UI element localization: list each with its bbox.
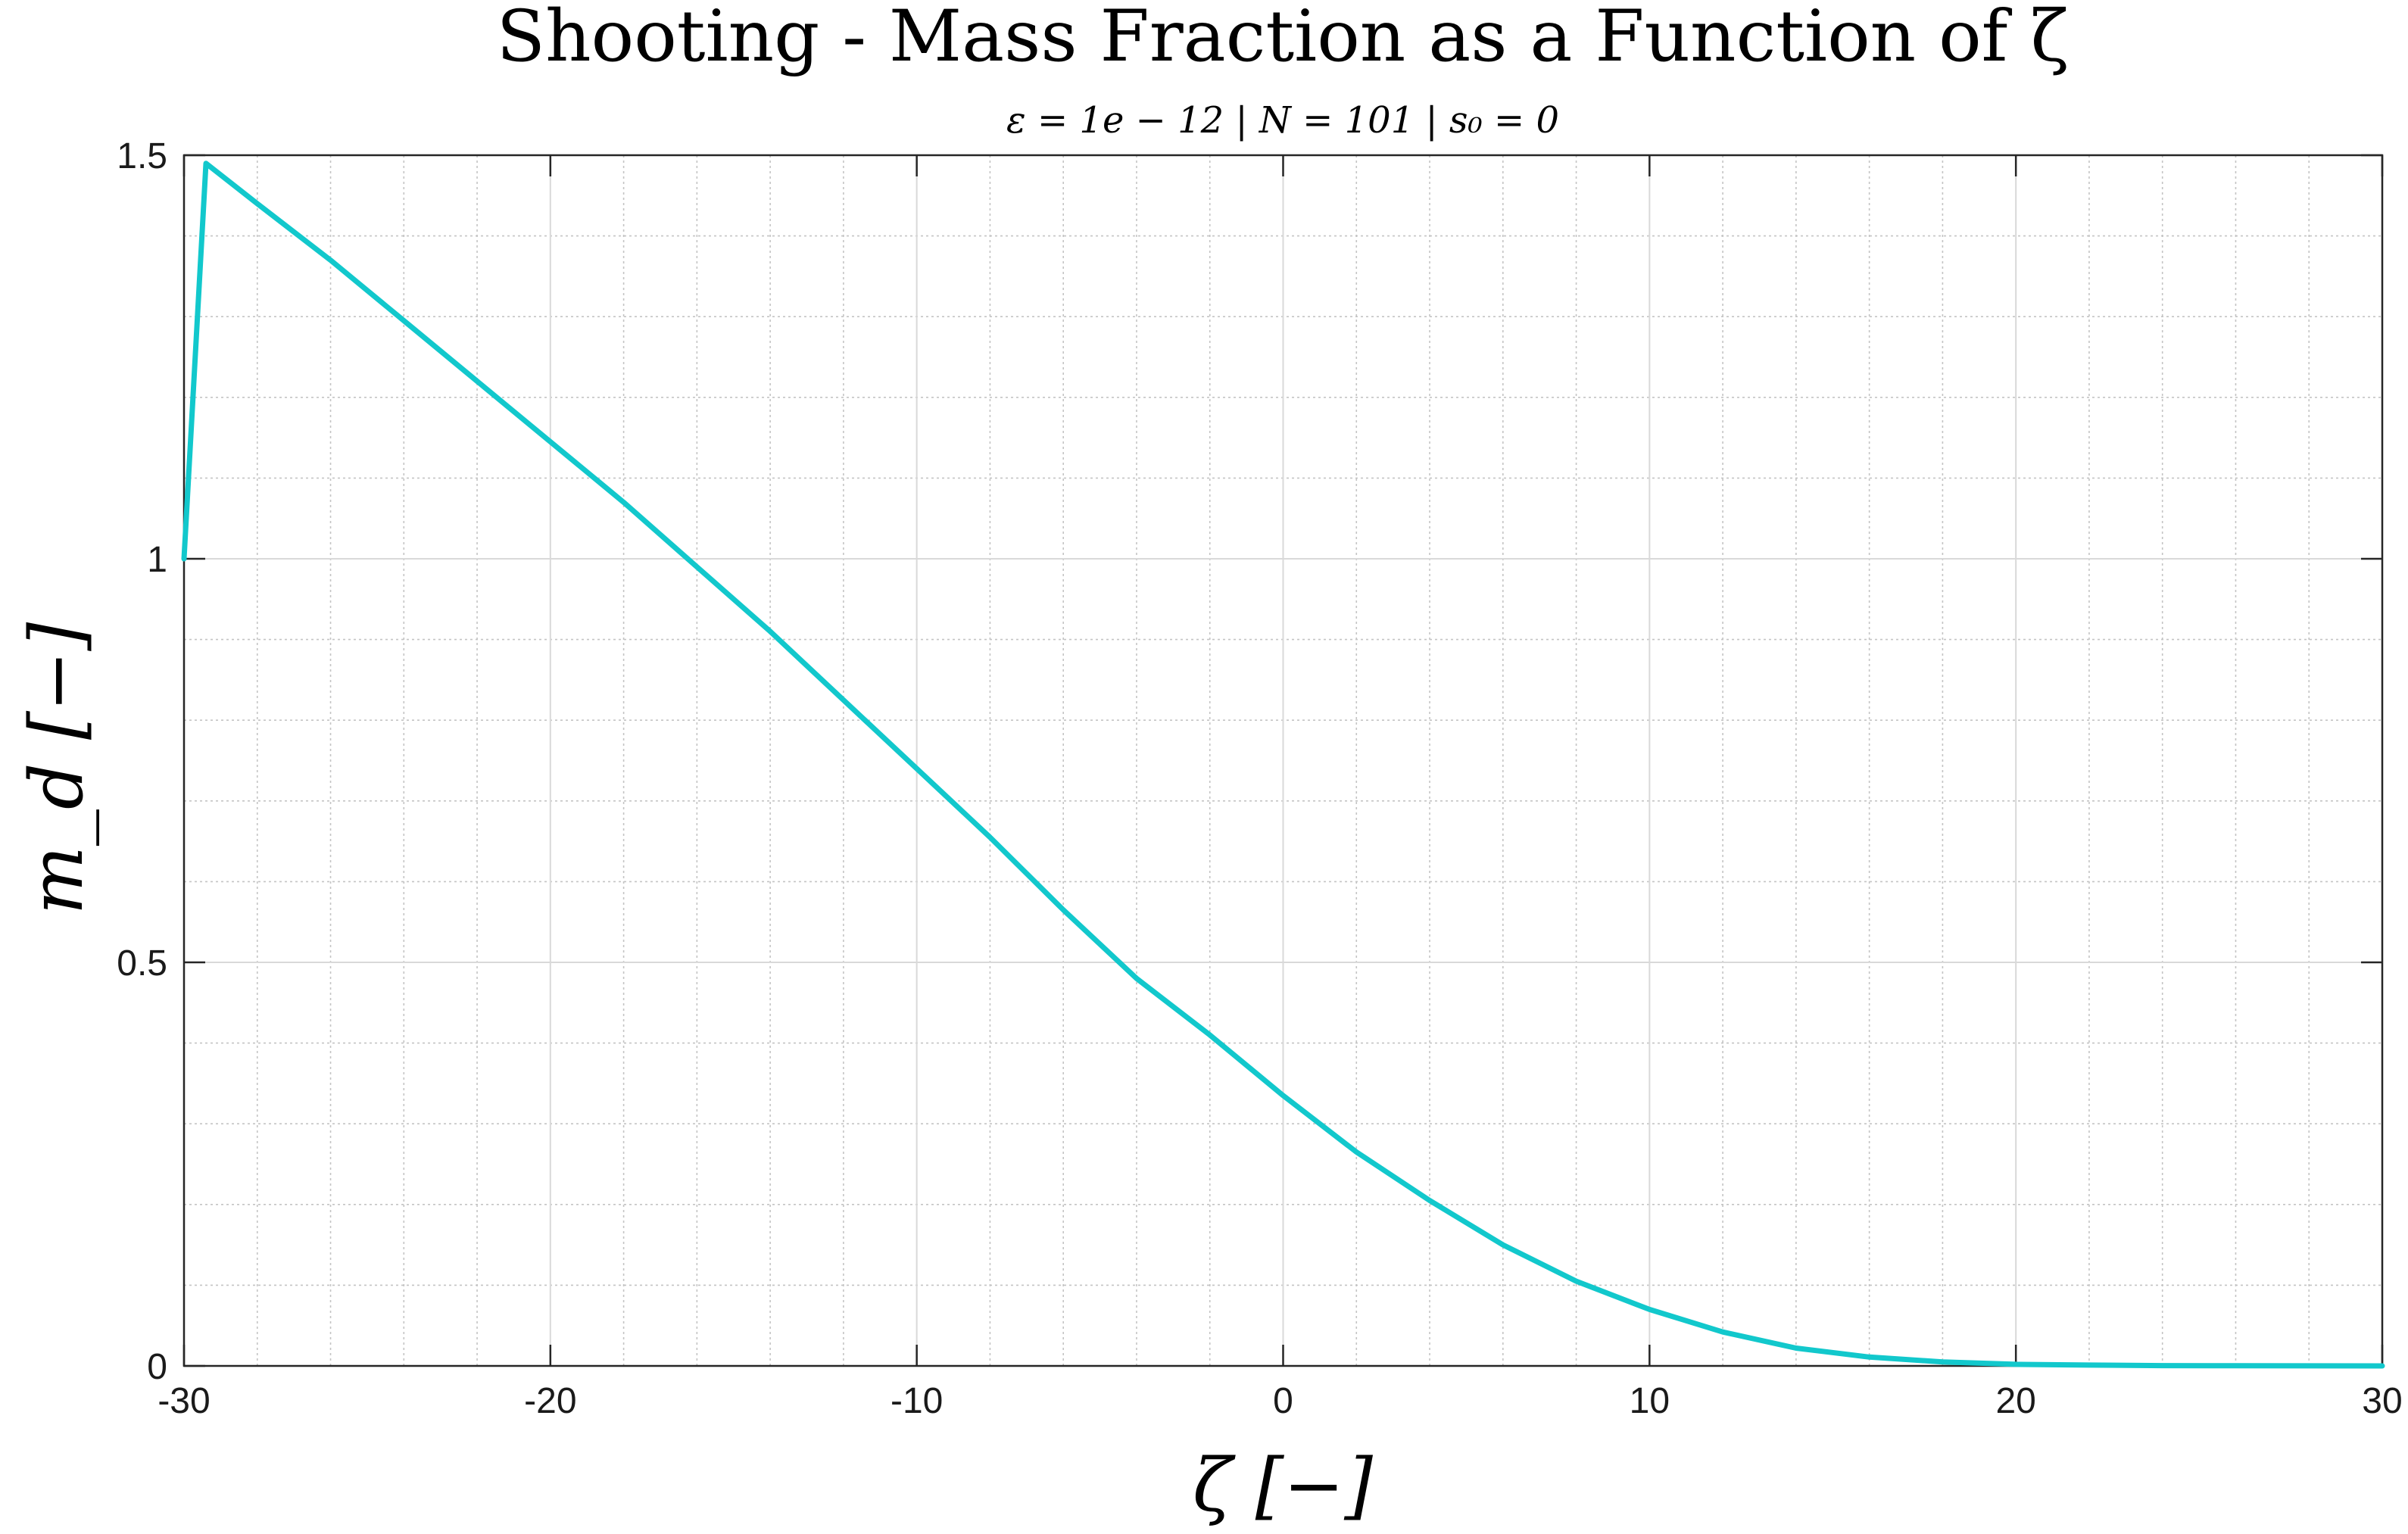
chart-subtitle: ε = 1e − 12 | N = 101 | s₀ = 0 — [1006, 99, 1559, 142]
y-tick-label: 0 — [147, 1347, 167, 1387]
major-grid — [184, 155, 2382, 1366]
y-tick-labels: 0 0.5 1 1.5 — [117, 136, 167, 1387]
x-tick-label: 20 — [1995, 1381, 2035, 1421]
y-axis-label: m_d [−] — [14, 622, 99, 915]
x-tick-label: -10 — [891, 1381, 943, 1421]
y-tick-label: 0.5 — [117, 943, 167, 984]
x-tick-label: 30 — [2362, 1381, 2402, 1421]
x-tick-label: -20 — [524, 1381, 576, 1421]
x-tick-label: -30 — [158, 1381, 210, 1421]
y-tick-label: 1.5 — [117, 136, 167, 176]
series-line — [181, 161, 2385, 1369]
x-axis-label: ζ [−] — [1193, 1443, 1373, 1528]
series-layer — [181, 161, 2385, 1369]
chart-title: Shooting - Mass Fraction as a Function o… — [497, 0, 2070, 78]
x-tick-label: 10 — [1630, 1381, 1670, 1421]
x-tick-labels: -30 -20 -10 0 10 20 30 — [158, 1381, 2402, 1421]
x-tick-label: 0 — [1273, 1381, 1293, 1421]
y-tick-label: 1 — [147, 540, 167, 580]
